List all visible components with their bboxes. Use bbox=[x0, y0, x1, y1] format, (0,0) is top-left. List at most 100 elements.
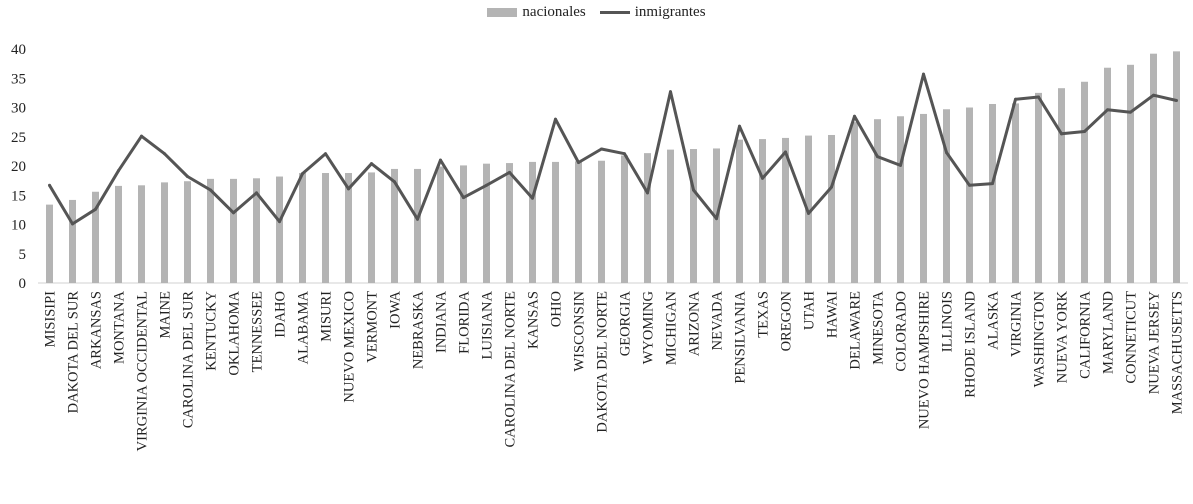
bar-nacionales bbox=[1173, 51, 1180, 284]
bar-nacionales bbox=[1081, 81, 1088, 283]
point-inmigrantes bbox=[1129, 110, 1132, 114]
bar-nacionales bbox=[552, 161, 559, 283]
bar-nacionales bbox=[322, 173, 329, 283]
bar-nacionales bbox=[828, 134, 835, 283]
bar-nacionales bbox=[437, 166, 444, 283]
x-tick-label: IOWA bbox=[388, 290, 404, 328]
point-inmigrantes bbox=[439, 158, 442, 162]
point-inmigrantes bbox=[1037, 95, 1040, 99]
bar-nacionales bbox=[598, 160, 605, 283]
point-inmigrantes bbox=[186, 175, 189, 179]
bar-nacionales bbox=[1104, 67, 1111, 283]
point-inmigrantes bbox=[554, 117, 557, 121]
x-tick-label: CAROLINA DEL SUR bbox=[181, 291, 197, 429]
bar-nacionales bbox=[161, 182, 168, 283]
x-tick-label: MARYLAND bbox=[1101, 291, 1117, 374]
legend-swatch-nacionales bbox=[487, 8, 518, 17]
bar-nacionales bbox=[1012, 103, 1019, 283]
bar-nacionales bbox=[1035, 92, 1042, 283]
bar-nacionales bbox=[920, 113, 927, 283]
x-tick-label: DELAWARE bbox=[848, 291, 864, 370]
bar-nacionales bbox=[897, 116, 904, 284]
y-tick-label: 40 bbox=[11, 42, 26, 58]
point-inmigrantes bbox=[370, 162, 373, 166]
bar-nacionales bbox=[782, 137, 789, 283]
x-tick-label: MINESOTA bbox=[871, 290, 887, 364]
bar-nacionales bbox=[115, 185, 122, 283]
point-inmigrantes bbox=[876, 155, 879, 159]
x-tick-label: DAKOTA DEL NORTE bbox=[595, 291, 611, 433]
point-inmigrantes bbox=[71, 222, 74, 226]
bar-nacionales bbox=[943, 109, 950, 283]
point-inmigrantes bbox=[853, 114, 856, 118]
point-inmigrantes bbox=[48, 183, 51, 187]
bar-nacionales bbox=[851, 122, 858, 283]
x-tick-label: ARIZONA bbox=[687, 290, 703, 356]
y-tick-label: 10 bbox=[11, 218, 26, 234]
bar-nacionales bbox=[736, 139, 743, 283]
bar-nacionales bbox=[644, 153, 651, 283]
bar-nacionales bbox=[253, 178, 260, 283]
point-inmigrantes bbox=[232, 211, 235, 215]
point-inmigrantes bbox=[1060, 132, 1063, 136]
x-tick-label: MONTANA bbox=[112, 290, 128, 363]
x-tick-label: NUEVO MEXICO bbox=[342, 291, 358, 403]
x-tick-label: HAWAI bbox=[825, 291, 841, 338]
x-tick-label: CAROLINA DEL NORTE bbox=[503, 291, 519, 448]
point-inmigrantes bbox=[600, 147, 603, 151]
bar-nacionales bbox=[276, 176, 283, 283]
y-tick-label: 25 bbox=[11, 130, 26, 146]
legend: nacionales inmigrantes bbox=[0, 4, 1193, 21]
y-tick-label: 35 bbox=[11, 71, 26, 87]
x-tick-label: IDAHO bbox=[273, 291, 289, 338]
point-inmigrantes bbox=[140, 134, 143, 138]
point-inmigrantes bbox=[255, 191, 258, 195]
point-inmigrantes bbox=[738, 124, 741, 128]
point-inmigrantes bbox=[163, 152, 166, 156]
x-tick-label: VERMONT bbox=[365, 291, 381, 363]
x-tick-label: ALABAMA bbox=[296, 290, 312, 364]
point-inmigrantes bbox=[1175, 98, 1178, 102]
bar-nacionales bbox=[345, 173, 352, 283]
point-inmigrantes bbox=[117, 169, 120, 173]
point-inmigrantes bbox=[209, 188, 212, 192]
x-tick-label: VIRGINIA OCCIDENTAL bbox=[135, 291, 151, 451]
bar-nacionales bbox=[1150, 53, 1157, 284]
point-inmigrantes bbox=[278, 220, 281, 224]
legend-label-nacionales: nacionales bbox=[522, 4, 586, 20]
point-inmigrantes bbox=[393, 180, 396, 184]
bar-nacionales bbox=[391, 168, 398, 283]
point-inmigrantes bbox=[485, 183, 488, 187]
point-inmigrantes bbox=[968, 183, 971, 187]
bar-nacionales bbox=[1058, 88, 1065, 283]
point-inmigrantes bbox=[347, 187, 350, 191]
point-inmigrantes bbox=[531, 196, 534, 200]
x-tick-label: MASSACHUSETTS bbox=[1170, 291, 1186, 414]
point-inmigrantes bbox=[1014, 97, 1017, 101]
x-tick-label: NEVADA bbox=[710, 290, 726, 350]
x-tick-label: RHODE ISLAND bbox=[963, 291, 979, 398]
point-inmigrantes bbox=[807, 211, 810, 215]
point-inmigrantes bbox=[715, 217, 718, 221]
x-tick-label: ARKANSAS bbox=[89, 291, 105, 369]
bar-nacionales bbox=[966, 107, 973, 283]
legend-item-nacionales: nacionales bbox=[487, 4, 586, 21]
y-tick-label: 5 bbox=[19, 247, 27, 263]
point-inmigrantes bbox=[784, 150, 787, 154]
bar-nacionales bbox=[621, 155, 628, 283]
x-tick-label: MICHIGAN bbox=[664, 290, 680, 365]
x-tick-label: TENNESSEE bbox=[250, 291, 266, 373]
legend-item-inmigrantes: inmigrantes bbox=[599, 4, 706, 21]
x-tick-label: TEXAS bbox=[756, 291, 772, 338]
point-inmigrantes bbox=[94, 207, 97, 211]
point-inmigrantes bbox=[577, 160, 580, 164]
x-tick-label: WISCONSIN bbox=[572, 290, 588, 371]
bar-nacionales bbox=[46, 204, 53, 283]
point-inmigrantes bbox=[945, 151, 948, 155]
point-inmigrantes bbox=[669, 90, 672, 94]
x-tick-label: INDIANA bbox=[434, 290, 450, 353]
bar-nacionales bbox=[138, 185, 145, 283]
point-inmigrantes bbox=[991, 182, 994, 186]
x-tick-label: MISISIPI bbox=[43, 291, 59, 348]
